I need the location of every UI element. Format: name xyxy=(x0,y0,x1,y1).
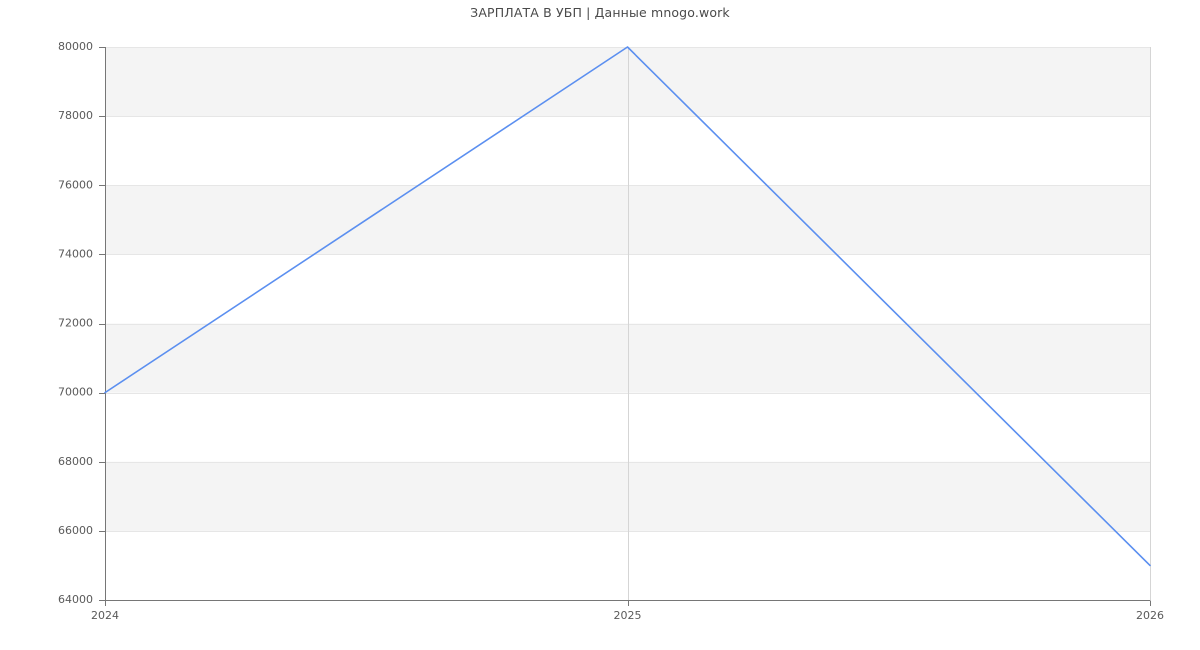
plot-band xyxy=(105,185,1150,255)
y-tick-label: 72000 xyxy=(58,317,93,330)
y-tick-label: 78000 xyxy=(58,109,93,122)
plot-band xyxy=(105,323,1150,393)
chart-title: ЗАРПЛАТА В УБП | Данные mnogo.work xyxy=(470,5,730,20)
x-tick-label: 2024 xyxy=(91,609,119,622)
x-axis xyxy=(104,599,1152,606)
series-line-зарплата xyxy=(104,46,1151,567)
y-tick-label: 74000 xyxy=(58,247,93,260)
y-tick-label: 80000 xyxy=(58,40,93,53)
y-tick-label: 68000 xyxy=(58,455,93,468)
plot-band xyxy=(105,461,1150,531)
y-tick-labels: 64000 66000 68000 70000 72000 74000 76000 78000… xyxy=(58,40,93,606)
y-axis xyxy=(99,46,107,602)
y-tick-label: 76000 xyxy=(58,178,93,191)
plot-band xyxy=(105,47,1150,117)
y-tick-label: 66000 xyxy=(58,524,93,537)
x-tick-label: 2025 xyxy=(614,609,642,622)
data-series xyxy=(104,46,1151,567)
vertical-gridlines xyxy=(628,47,1151,600)
x-tick-label: 2026 xyxy=(1136,609,1164,622)
y-tick-label: 70000 xyxy=(58,386,93,399)
plot-bands xyxy=(105,47,1150,531)
x-tick-labels: 2024 2025 2026 xyxy=(91,609,1164,622)
y-tick-label: 64000 xyxy=(58,593,93,606)
